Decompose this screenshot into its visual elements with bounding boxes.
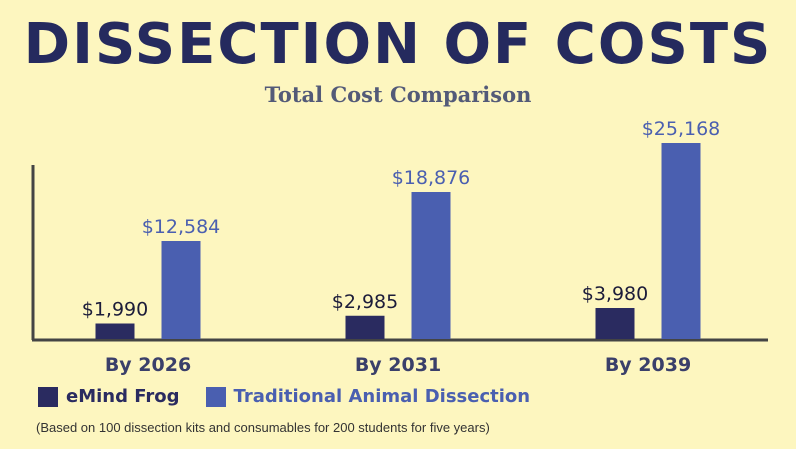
- legend-label-emind: eMind Frog: [66, 386, 180, 407]
- legend-item-emind: eMind Frog: [38, 386, 180, 407]
- chart-title: DISSECTION OF COSTS: [23, 12, 773, 77]
- data-label-emind-1: $2,985: [332, 291, 398, 313]
- legend-swatch-traditional: [205, 386, 226, 407]
- bar-emind-2: [595, 308, 635, 339]
- legend-label-traditional: Traditional Animal Dissection: [233, 386, 531, 407]
- bar-traditional-2: [661, 143, 701, 339]
- x-tick-label-2: By 2039: [605, 354, 691, 376]
- data-label-emind-2: $3,980: [582, 283, 648, 305]
- legend-item-traditional: Traditional Animal Dissection: [205, 386, 531, 407]
- bar-traditional-1: [411, 192, 451, 339]
- x-tick-label-1: By 2031: [355, 354, 441, 376]
- legend: eMind Frog Traditional Animal Dissection: [38, 386, 556, 407]
- bar-emind-0: [95, 323, 135, 339]
- x-tick-label-0: By 2026: [105, 354, 191, 376]
- legend-swatch-emind: [38, 386, 58, 407]
- bar-traditional-0: [161, 241, 201, 339]
- data-label-emind-0: $1,990: [82, 299, 148, 321]
- bar-emind-1: [345, 315, 385, 339]
- chart-subtitle: Total Cost Comparison: [264, 82, 532, 107]
- data-label-traditional-2: $25,168: [642, 118, 721, 140]
- data-label-traditional-1: $18,876: [392, 167, 471, 189]
- footnote: (Based on 100 dissection kits and consum…: [36, 420, 490, 435]
- data-label-traditional-0: $12,584: [142, 216, 221, 238]
